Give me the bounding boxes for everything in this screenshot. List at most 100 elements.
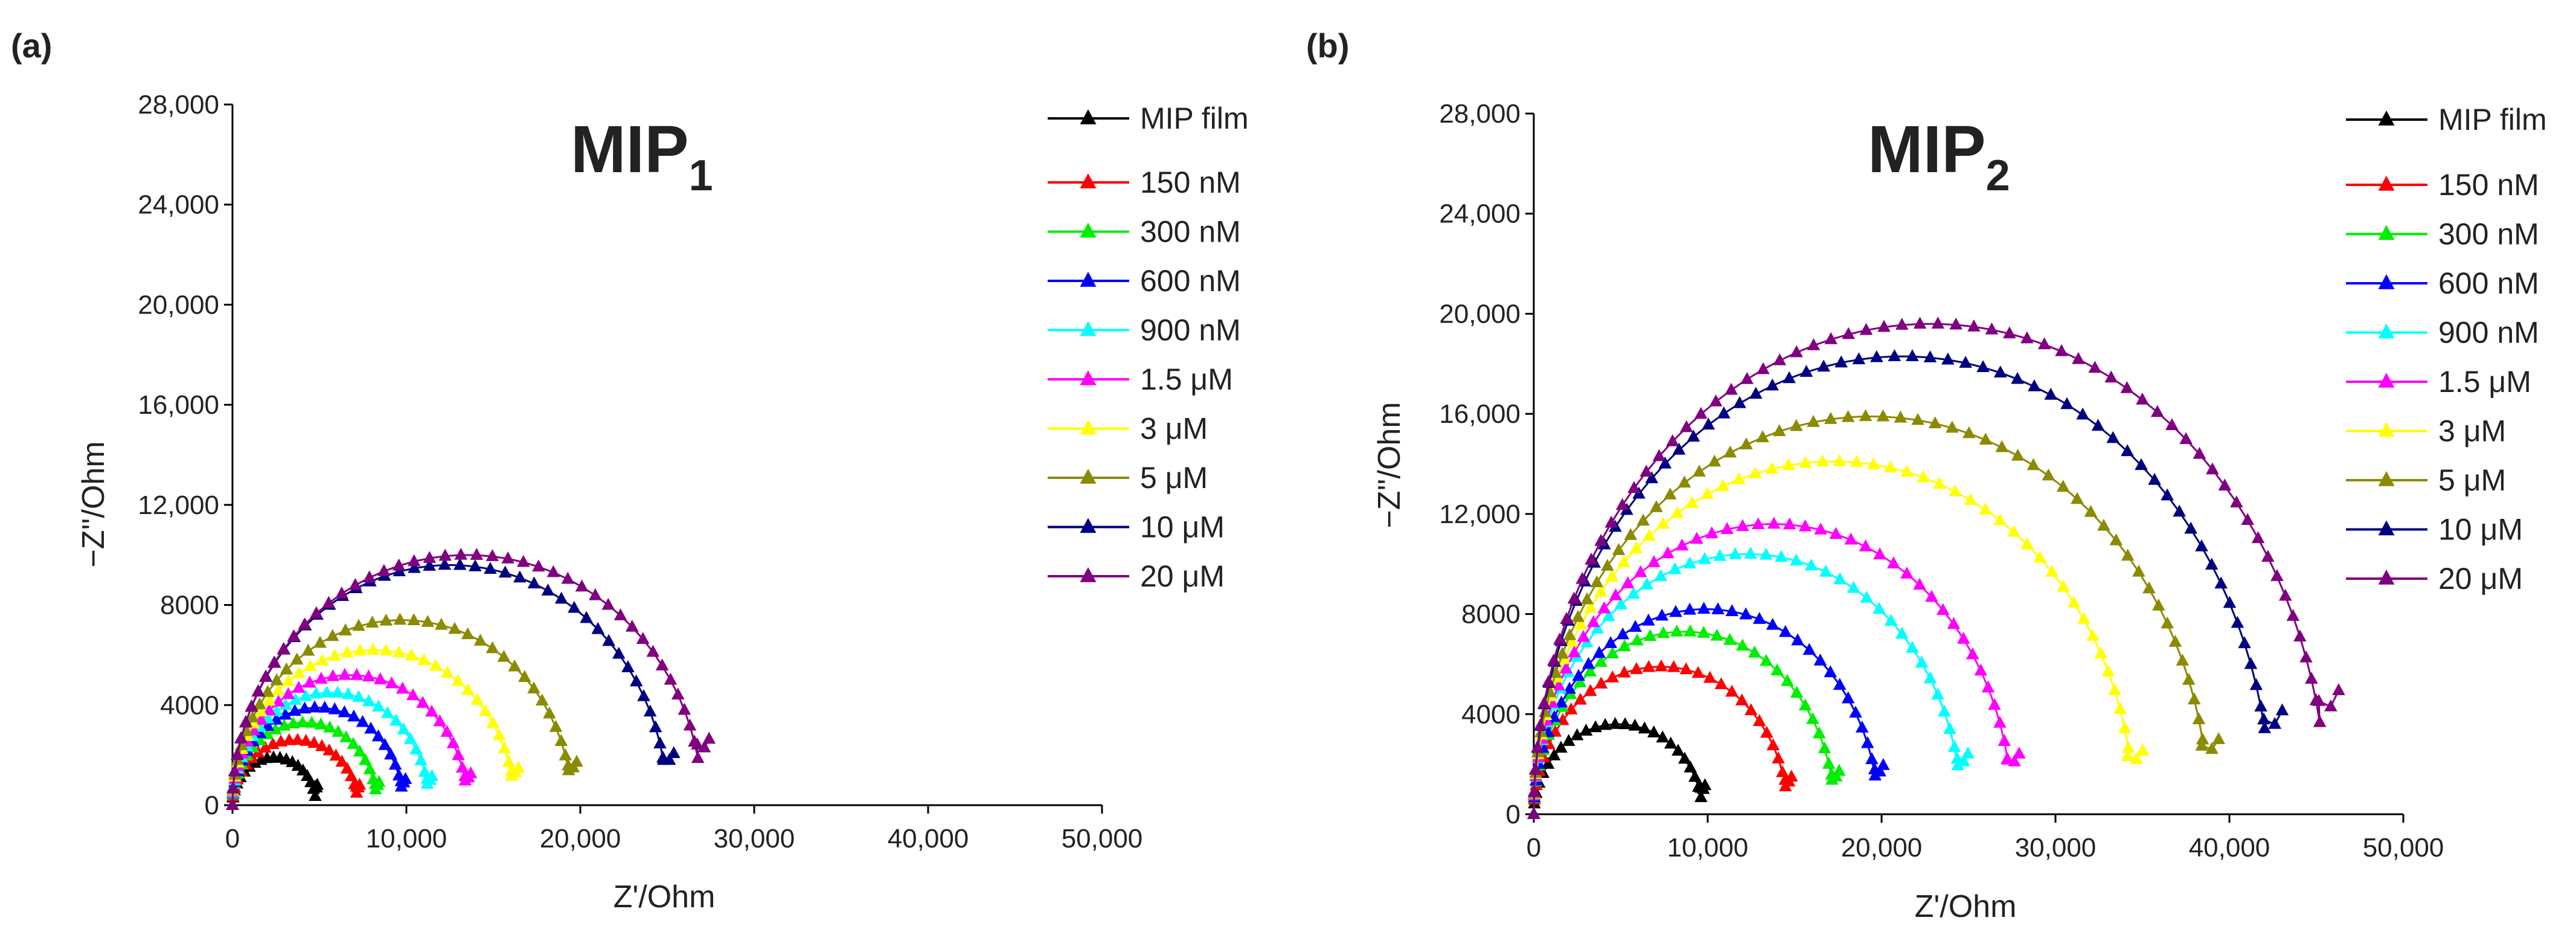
data-point	[1923, 350, 1937, 362]
data-point	[502, 754, 516, 767]
data-point	[423, 559, 436, 571]
data-point	[1630, 662, 1643, 674]
series-5-m	[1527, 409, 2226, 819]
legend-label: 150 nM	[2438, 168, 2539, 202]
data-point	[2007, 524, 2020, 537]
data-point	[671, 687, 685, 700]
data-point	[1577, 629, 1591, 642]
data-point	[231, 748, 244, 760]
data-point	[2173, 504, 2186, 517]
data-point	[486, 716, 500, 728]
data-point	[1842, 327, 1855, 339]
legend-marker	[2378, 570, 2395, 585]
legend-item: MIP film	[1048, 101, 1249, 135]
data-point	[1553, 632, 1566, 645]
data-point	[1694, 790, 1708, 802]
data-point	[2142, 581, 2156, 594]
legend-marker	[2378, 111, 2395, 126]
legend-marker	[2378, 176, 2395, 191]
x-tick-label: 40,000	[2189, 833, 2270, 863]
data-point	[2011, 371, 2024, 384]
data-point	[554, 734, 568, 746]
legend-marker	[1080, 321, 1097, 336]
data-point	[1782, 458, 1795, 471]
data-point	[1708, 454, 1722, 467]
data-point	[691, 751, 705, 763]
data-point	[328, 649, 341, 661]
data-point	[2121, 444, 2134, 457]
data-point	[1946, 420, 1959, 433]
data-point	[546, 565, 560, 577]
data-point	[508, 659, 522, 672]
data-point	[2193, 446, 2206, 459]
data-point	[2118, 721, 2132, 733]
data-point	[470, 693, 484, 706]
data-point	[385, 676, 399, 689]
data-point	[1592, 646, 1606, 658]
data-point	[1938, 704, 1951, 717]
data-point	[392, 558, 406, 571]
data-point	[2104, 370, 2118, 383]
data-point	[335, 586, 348, 599]
data-point	[392, 645, 406, 658]
data-point	[1818, 741, 1831, 754]
data-point	[2249, 678, 2263, 690]
data-point	[2251, 531, 2265, 544]
data-point	[1687, 429, 1700, 442]
data-point	[1683, 556, 1697, 569]
data-point	[511, 760, 525, 773]
data-point	[1590, 575, 1604, 588]
data-point	[2045, 565, 2059, 577]
data-point	[1534, 725, 1548, 738]
legend-marker	[1080, 419, 1097, 435]
data-point	[1554, 741, 1568, 753]
data-point	[339, 730, 353, 742]
data-point	[1859, 539, 1873, 551]
data-point	[1807, 338, 1821, 350]
data-point	[683, 718, 697, 731]
data-point	[1876, 409, 1890, 422]
data-point	[2195, 738, 2209, 751]
data-point	[2244, 657, 2258, 669]
data-point	[407, 613, 421, 625]
y-tick-label: 28,000	[138, 90, 219, 120]
data-point	[1773, 353, 1787, 365]
data-point	[535, 693, 549, 706]
legend-item: 1.5 μM	[2346, 365, 2531, 399]
legend-item: 5 μM	[1048, 461, 1208, 495]
data-point	[226, 781, 240, 794]
data-point	[364, 721, 377, 734]
data-point	[602, 634, 615, 646]
data-point	[697, 740, 711, 753]
data-point	[1658, 456, 1672, 469]
data-point	[246, 710, 260, 722]
data-point	[1531, 740, 1544, 753]
data-point	[1928, 416, 1942, 429]
data-point	[1888, 349, 1902, 361]
data-point	[2113, 702, 2127, 715]
x-tick-label: 0	[225, 824, 240, 853]
data-point	[1824, 332, 1837, 344]
data-point	[2097, 518, 2110, 531]
legend-item: 20 μM	[1048, 559, 1225, 593]
series-line	[1533, 608, 1885, 815]
data-point	[290, 652, 304, 665]
legend-label: 10 μM	[2438, 513, 2523, 547]
data-point	[326, 669, 340, 681]
data-point	[1618, 665, 1631, 678]
data-point	[473, 634, 487, 646]
data-point	[1829, 527, 1843, 539]
data-point	[239, 715, 252, 728]
data-point	[646, 645, 660, 657]
data-point	[1749, 466, 1762, 478]
data-point	[643, 704, 657, 717]
legend-marker	[1080, 109, 1097, 124]
legend-item: 150 nM	[1048, 166, 1241, 199]
data-point	[356, 715, 370, 727]
data-point	[1766, 617, 1780, 630]
data-point	[1824, 665, 1837, 678]
data-point	[2076, 407, 2089, 420]
data-point	[1697, 602, 1711, 614]
data-point	[2312, 693, 2325, 706]
y-tick-label: 16,000	[1439, 399, 1520, 429]
